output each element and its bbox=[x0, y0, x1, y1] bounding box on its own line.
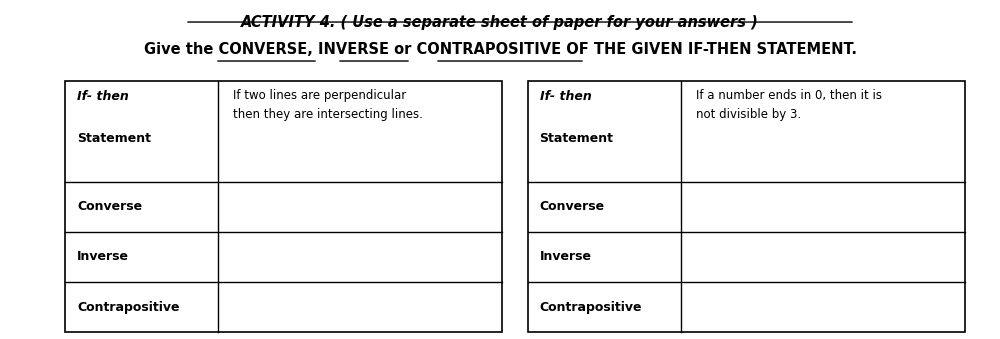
Text: If- then: If- then bbox=[77, 90, 129, 103]
Text: Give the CONVERSE, INVERSE or CONTRAPOSITIVE OF THE GIVEN IF-THEN STATEMENT.: Give the CONVERSE, INVERSE or CONTRAPOSI… bbox=[144, 42, 856, 57]
Text: If two lines are perpendicular
then they are intersecting lines.: If two lines are perpendicular then they… bbox=[233, 89, 423, 121]
Text: Converse: Converse bbox=[540, 200, 605, 213]
Text: Contrapositive: Contrapositive bbox=[77, 301, 180, 314]
Text: Inverse: Inverse bbox=[540, 251, 592, 263]
Text: Statement: Statement bbox=[77, 132, 151, 145]
Text: Converse: Converse bbox=[77, 200, 142, 213]
Text: If a number ends in 0, then it is
not divisible by 3.: If a number ends in 0, then it is not di… bbox=[696, 89, 882, 121]
Text: ACTIVITY 4. ( Use a separate sheet of paper for your answers ): ACTIVITY 4. ( Use a separate sheet of pa… bbox=[241, 15, 759, 30]
Text: If- then: If- then bbox=[540, 90, 591, 103]
Text: Contrapositive: Contrapositive bbox=[540, 301, 642, 314]
Bar bbox=[65, 81, 502, 332]
Text: Inverse: Inverse bbox=[77, 251, 129, 263]
Bar bbox=[528, 81, 965, 332]
Text: Statement: Statement bbox=[540, 132, 614, 145]
